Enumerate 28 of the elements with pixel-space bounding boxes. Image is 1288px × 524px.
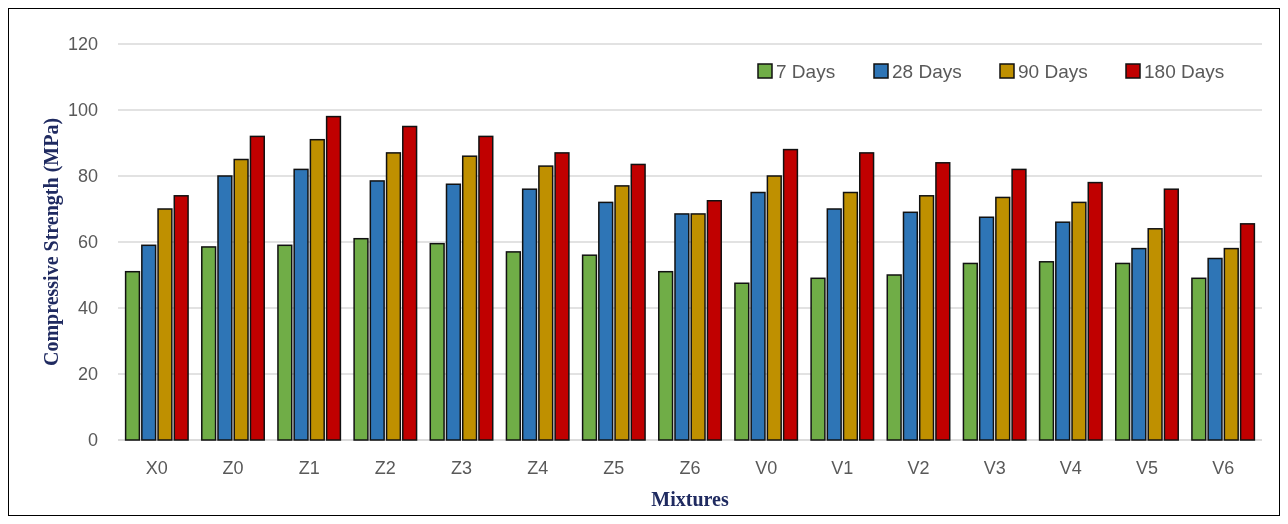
x-tick-label: V3 [983, 458, 1006, 478]
y-tick-label: 20 [77, 364, 98, 385]
y-axis-title: Compressive Strength (MPa) [40, 117, 63, 367]
x-tick-label: V6 [1212, 458, 1235, 478]
x-tick-label: Z2 [374, 458, 396, 478]
legend-label: 90 Days [1018, 60, 1088, 82]
x-tick-label: Z4 [527, 458, 549, 478]
y-tick-label: 80 [77, 166, 98, 187]
legend-label: 28 Days [892, 60, 962, 82]
y-tick-label: 60 [77, 232, 98, 253]
x-tick-label: Z3 [451, 458, 473, 478]
legend-label: 7 Days [776, 60, 836, 82]
x-tick-label: V0 [755, 458, 778, 478]
x-tick-label: Z1 [298, 458, 320, 478]
legend-label: 180 Days [1144, 60, 1225, 82]
x-tick-label: Z5 [603, 458, 625, 478]
y-tick-label: 40 [77, 298, 98, 319]
x-tick-label: Z0 [222, 458, 244, 478]
x-tick-label: V1 [831, 458, 854, 478]
y-tick-label: 100 [67, 100, 98, 121]
x-tick-label: Z6 [679, 458, 701, 478]
x-tick-label: V2 [907, 458, 930, 478]
x-tick-label: X0 [145, 458, 168, 478]
x-tick-label: V5 [1135, 458, 1159, 478]
x-tick-label: V4 [1059, 458, 1082, 478]
y-tick-label: 0 [87, 430, 98, 451]
y-tick-label: 120 [67, 34, 98, 55]
x-axis-title: Mixtures [651, 488, 729, 510]
